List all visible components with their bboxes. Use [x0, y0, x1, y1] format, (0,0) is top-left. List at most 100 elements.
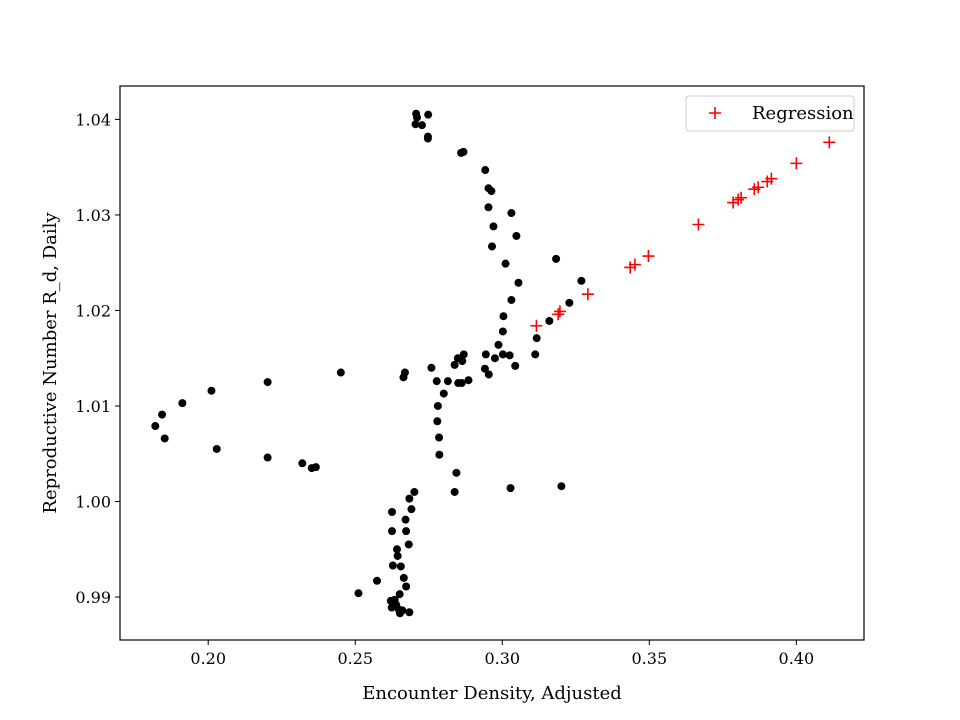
data-point	[160, 434, 169, 443]
data-point	[410, 487, 419, 496]
data-point	[450, 360, 459, 369]
data-point	[388, 508, 397, 517]
legend: Regression	[685, 95, 855, 132]
y-tick-label: 1.03	[75, 206, 111, 225]
regression-point	[530, 319, 543, 332]
data-point	[435, 433, 444, 442]
regression-point	[692, 218, 705, 231]
data-point	[354, 589, 363, 598]
regression-point	[642, 250, 655, 263]
x-tick-label: 0.35	[632, 649, 668, 668]
data-point	[552, 254, 561, 263]
data-point	[577, 276, 586, 285]
data-point	[484, 370, 493, 379]
data-point	[531, 350, 540, 359]
data-point	[464, 376, 473, 385]
data-point	[212, 444, 221, 453]
plot-frame	[119, 85, 865, 641]
y-tick-label: 1.00	[75, 493, 111, 512]
data-point	[507, 209, 516, 218]
data-point	[489, 222, 498, 231]
y-tick-label: 1.04	[75, 110, 111, 129]
data-point	[545, 316, 554, 325]
data-point	[439, 389, 448, 398]
data-point	[399, 573, 408, 582]
x-tick-label: 0.30	[484, 649, 520, 668]
regression-point	[790, 157, 803, 170]
data-point	[402, 582, 411, 591]
legend-label-regression: Regression	[752, 103, 854, 124]
data-point	[565, 298, 574, 307]
data-point	[443, 377, 452, 386]
data-point	[395, 609, 404, 618]
data-point	[458, 357, 467, 366]
data-point	[388, 561, 397, 570]
x-axis-ticks: 0.20 0.25 0.30 0.35 0.40	[190, 640, 814, 668]
data-point	[388, 527, 397, 536]
data-point	[151, 422, 160, 431]
data-point	[498, 327, 507, 336]
regression-point	[823, 136, 836, 149]
data-point	[263, 453, 272, 462]
data-point	[484, 203, 493, 212]
data-point	[158, 410, 167, 419]
y-axis-label: Reproductive Number R_d, Daily	[40, 212, 61, 514]
data-point	[207, 386, 216, 395]
y-tick-label: 0.99	[75, 588, 111, 607]
data-point	[399, 373, 408, 382]
regression-point	[581, 288, 594, 301]
y-axis-ticks: 0.99 1.00 1.01 1.02 1.03 1.04	[75, 110, 120, 607]
data-point	[532, 334, 541, 343]
data-point	[407, 505, 416, 514]
regression-point	[765, 172, 778, 185]
regression-point	[727, 196, 740, 209]
data-point	[433, 417, 442, 426]
data-point	[494, 340, 503, 349]
data-point	[499, 312, 508, 321]
data-point	[423, 134, 432, 143]
data-point	[487, 187, 496, 196]
data-point	[498, 350, 507, 359]
regression-point	[752, 181, 765, 194]
regression-point	[553, 305, 566, 318]
data-point	[481, 350, 490, 359]
legend-marker-regression	[709, 107, 721, 119]
data-point	[418, 121, 427, 130]
y-tick-label: 1.02	[75, 301, 111, 320]
x-tick-label: 0.40	[779, 649, 815, 668]
data-point	[424, 110, 433, 119]
data-point	[336, 368, 345, 377]
legend-plus-icon	[709, 107, 721, 119]
regression-point	[552, 308, 565, 321]
data-point	[311, 463, 320, 472]
data-point	[387, 603, 396, 612]
x-tick-label: 0.20	[190, 649, 226, 668]
regression-point	[732, 193, 745, 206]
points-layer	[151, 109, 836, 618]
data-point	[178, 399, 187, 408]
data-point	[490, 354, 499, 363]
data-point	[405, 494, 414, 503]
data-point	[401, 515, 410, 524]
data-point	[557, 482, 566, 491]
data-point	[393, 545, 402, 554]
data-point	[450, 487, 459, 496]
data-point	[481, 166, 490, 175]
data-point	[432, 377, 441, 386]
data-point	[488, 242, 496, 251]
data-point	[501, 259, 510, 268]
data-point	[459, 350, 468, 359]
data-point	[433, 401, 442, 410]
regression-point	[628, 258, 641, 271]
data-point	[263, 378, 272, 387]
data-point	[411, 120, 420, 129]
data-point	[395, 590, 404, 599]
data-point	[514, 278, 523, 287]
data-point	[393, 551, 402, 560]
data-point	[507, 295, 516, 304]
regression-point	[735, 191, 748, 204]
data-point	[435, 450, 444, 459]
data-point	[506, 484, 515, 493]
data-point	[457, 379, 466, 388]
x-axis-label: Encounter Density, Adjusted	[362, 683, 622, 704]
